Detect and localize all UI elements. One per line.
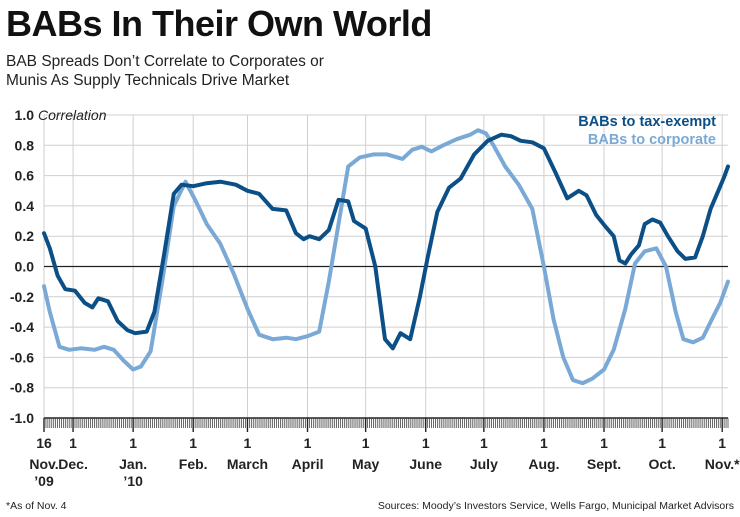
x-tick-day-11: 1 [658,435,666,451]
subtitle-line-2: Munis As Supply Technicals Drive Market [6,72,290,89]
x-tick-month-9: Aug. [528,456,559,472]
x-tick-day-2: 1 [129,435,137,451]
legend-entry-1: BABs to corporate [588,132,716,148]
y-tick-label-5: 0.0 [15,259,35,275]
x-tick-year-2: ’10 [123,473,143,489]
y-tick-label-3: 0.4 [15,198,35,214]
y-tick-label-4: 0.2 [15,228,35,244]
y-tick-label-10: -1.0 [10,410,34,426]
series-line-babs-to-corporate [42,128,730,386]
x-tick-day-9: 1 [540,435,548,451]
x-tick-month-12: Nov.* [705,456,740,472]
x-tick-month-7: June [409,456,442,472]
x-tick-month-5: April [292,456,324,472]
x-tick-month-3: Feb. [179,456,208,472]
sources-note: Sources: Moody’s Investors Service, Well… [377,500,734,512]
x-tick-year-0: ’09 [34,473,54,489]
x-tick-month-1: Dec. [58,456,88,472]
x-tick-day-5: 1 [304,435,312,451]
correlation-line-chart: 1.0 0.8 0.6 0.4 0.2 0.0 -0.2 -0.4 -0.6 -0.8 -1.0 Co… [10,107,740,489]
y-tick-label-0: 1.0 [15,107,35,123]
chart-subtitle: BAB Spreads Don’t Correlate to Corporate… [6,52,466,90]
x-tick-day-1: 1 [69,435,77,451]
y-tick-label-9: -0.8 [10,380,34,396]
y-tick-label-2: 0.6 [15,168,35,184]
x-tick-month-10: Sept. [587,456,621,472]
x-tick-month-8: July [470,456,498,472]
y-axis-label: Correlation [38,107,107,123]
y-tick-label-7: -0.4 [10,319,34,335]
series-line-babs-to-tax-exempt [42,132,730,351]
x-axis-day-ticks [43,418,729,428]
x-tick-day-4: 1 [244,435,252,451]
y-tick-label-8: -0.6 [10,349,34,365]
footnote: *As of Nov. 4 [6,500,67,512]
x-tick-day-0: 16 [36,435,52,451]
y-tick-label-6: -0.2 [10,289,34,305]
x-tick-month-11: Oct. [649,456,676,472]
subtitle-line-1: BAB Spreads Don’t Correlate to Corporate… [6,53,324,70]
x-tick-day-8: 1 [480,435,488,451]
x-tick-day-7: 1 [422,435,430,451]
x-tick-month-4: March [227,456,268,472]
x-tick-day-6: 1 [362,435,370,451]
x-tick-day-10: 1 [600,435,608,451]
y-tick-label-1: 0.8 [15,137,35,153]
x-tick-month-2: Jan. [119,456,147,472]
x-tick-day-3: 1 [189,435,197,451]
legend-entry-0: BABs to tax-exempt [578,114,716,130]
chart-title: BABs In Their Own World [6,3,432,44]
x-tick-month-0: Nov. [29,456,58,472]
x-tick-month-6: May [352,456,379,472]
x-tick-day-12: 1 [718,435,726,451]
